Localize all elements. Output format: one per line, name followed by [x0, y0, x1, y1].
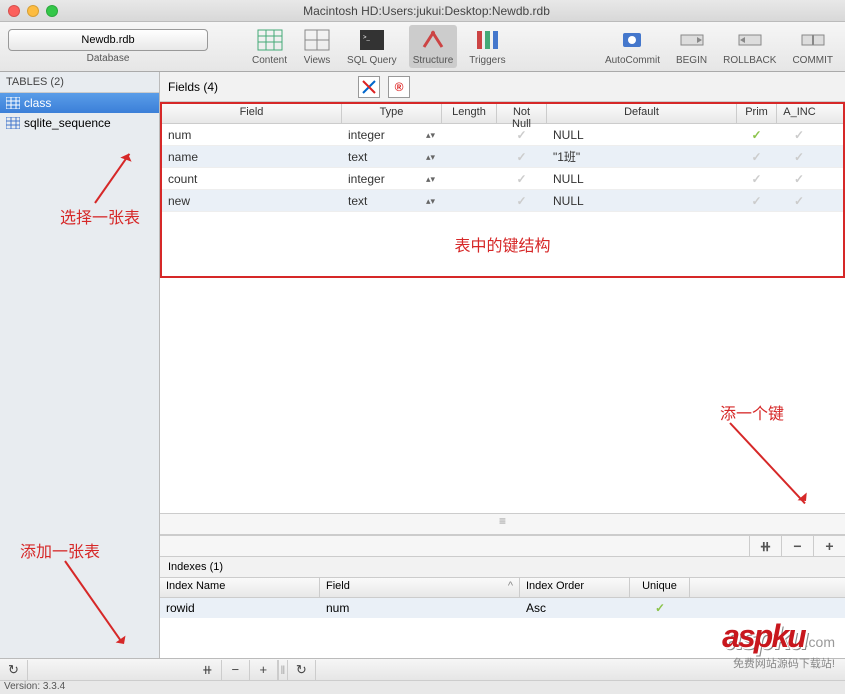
col-type[interactable]: Type: [342, 104, 442, 123]
indexes-header: Indexes (1): [160, 557, 845, 578]
bottom-bar: ↻ ⧺ − + ‖ ↻: [0, 658, 845, 680]
toolbar: Newdb.rdb Database ContentViews>_SQL Que…: [0, 22, 845, 72]
move-table-button[interactable]: ⧺: [194, 660, 222, 680]
rollback-icon: [736, 27, 764, 53]
fields-button-bar: ⧺ − +: [160, 535, 845, 557]
triggers-icon: [473, 27, 501, 53]
remove-table-button[interactable]: −: [222, 660, 250, 680]
structure-icon: [419, 27, 447, 53]
minimize-icon[interactable]: [27, 5, 39, 17]
col-prim[interactable]: Prim: [737, 104, 777, 123]
annotation-struct: 表中的键结构: [162, 212, 843, 276]
fields-drag-bar[interactable]: ≡: [160, 513, 845, 535]
col-default[interactable]: Default: [547, 104, 737, 123]
add-table-button[interactable]: +: [250, 660, 278, 680]
zoom-icon[interactable]: [46, 5, 58, 17]
table-item-sqlite_sequence[interactable]: sqlite_sequence: [0, 113, 159, 133]
toolbar-structure[interactable]: Structure: [409, 25, 458, 68]
table-icon: [6, 117, 20, 129]
field-row[interactable]: newtext▴▾✓NULL✓✓: [162, 190, 843, 212]
toolbar-content[interactable]: Content: [248, 25, 291, 68]
table-item-class[interactable]: class: [0, 93, 159, 113]
fields-header-bar: Fields (4) ®: [160, 72, 845, 102]
window-title: Macintosh HD:Users:jukui:Desktop:Newdb.r…: [58, 4, 845, 18]
svg-text:>_: >_: [363, 35, 371, 41]
field-row[interactable]: numinteger▴▾✓NULL✓✓: [162, 124, 843, 146]
fields-toolbar-icons[interactable]: ®: [358, 76, 410, 98]
toolbar-autocommit[interactable]: AutoCommit: [601, 25, 664, 68]
idx-col-field[interactable]: Field ^: [320, 578, 520, 597]
status-bar: Version: 3.3.4: [0, 680, 845, 694]
col-length[interactable]: Length: [442, 104, 497, 123]
database-label: Database: [87, 53, 130, 64]
tables-sidebar: TABLES (2) classsqlite_sequence: [0, 72, 160, 658]
content-icon: [256, 27, 284, 53]
begin-icon: [678, 27, 706, 53]
field-row[interactable]: nametext▴▾✓"1班"✓✓: [162, 146, 843, 168]
add-field-button[interactable]: +: [813, 536, 845, 556]
toolbar-sql-query[interactable]: >_SQL Query: [343, 25, 401, 68]
toolbar-rollback[interactable]: ROLLBACK: [719, 25, 780, 68]
remove-field-button[interactable]: −: [781, 536, 813, 556]
close-icon[interactable]: [8, 5, 20, 17]
autocommit-icon: [618, 27, 646, 53]
col-field[interactable]: Field: [162, 104, 342, 123]
toolbar-begin[interactable]: BEGIN: [672, 25, 711, 68]
refresh-right-button[interactable]: ↻: [288, 660, 316, 680]
watermark-logo: aspku.com 免费网站源码下载站!: [722, 618, 835, 671]
index-row[interactable]: rowidnumAsc✓: [160, 598, 845, 618]
col-a_inc[interactable]: A_INC: [777, 104, 822, 123]
table-icon: [6, 97, 20, 109]
commit-icon: [799, 27, 827, 53]
database-dropdown[interactable]: Newdb.rdb: [8, 29, 208, 51]
toolbar-triggers[interactable]: Triggers: [465, 25, 509, 68]
toolbar-commit[interactable]: COMMIT: [788, 25, 837, 68]
sql query-icon: >_: [358, 27, 386, 53]
traffic-lights: [8, 5, 58, 17]
idx-col-index-order[interactable]: Index Order: [520, 578, 630, 597]
refresh-left-button[interactable]: ↻: [0, 660, 28, 680]
tables-header: TABLES (2): [0, 72, 159, 93]
fields-count: Fields (4): [168, 80, 218, 94]
toolbar-views[interactable]: Views: [299, 25, 335, 68]
fields-table: FieldTypeLengthNot NullDefaultPrimA_INC …: [160, 102, 845, 278]
views-icon: [303, 27, 331, 53]
idx-col-unique[interactable]: Unique: [630, 578, 690, 597]
col-not-null[interactable]: Not Null: [497, 104, 547, 123]
move-field-button[interactable]: ⧺: [749, 536, 781, 556]
field-row[interactable]: countinteger▴▾✓NULL✓✓: [162, 168, 843, 190]
title-bar: Macintosh HD:Users:jukui:Desktop:Newdb.r…: [0, 0, 845, 22]
idx-col-index-name[interactable]: Index Name: [160, 578, 320, 597]
